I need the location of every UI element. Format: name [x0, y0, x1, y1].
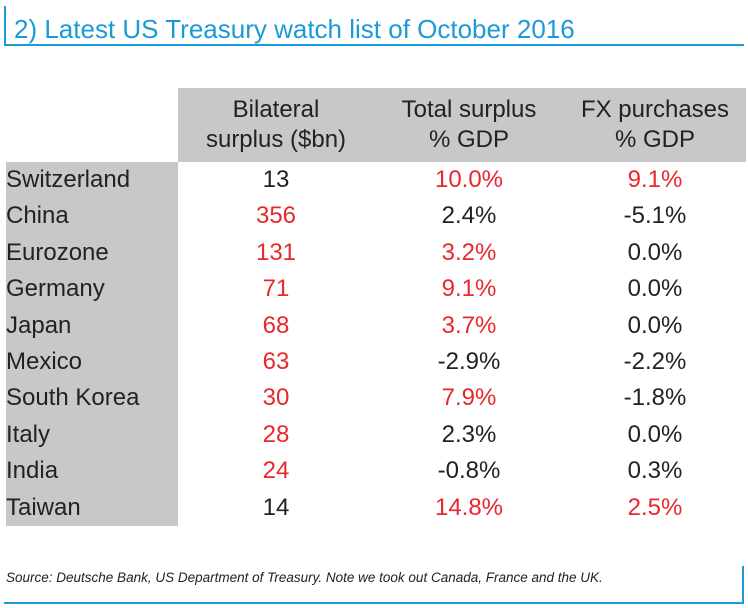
column-header-line: FX purchases	[580, 96, 730, 123]
bilateral-cell: 63	[262, 348, 290, 376]
table-row: Japan 68 3.7% 0.0%	[6, 307, 746, 345]
country-cell: India	[6, 453, 178, 490]
bilateral-cell: 356	[255, 202, 297, 230]
country-cell: Japan	[6, 307, 178, 345]
page-title: 2) Latest US Treasury watch list of Octo…	[14, 14, 575, 44]
column-header-bilateral: Bilateral surplus ($bn)	[178, 88, 374, 162]
column-header-line: Bilateral	[232, 96, 320, 123]
fx-purchases-cell: 0.0%	[627, 311, 683, 339]
column-header-fx-purchases: FX purchases % GDP	[564, 88, 746, 162]
country-cell: Taiwan	[6, 489, 178, 527]
total-surplus-cell: -0.8%	[437, 457, 501, 485]
country-cell: Eurozone	[6, 234, 178, 272]
fx-purchases-cell: 9.1%	[627, 166, 683, 193]
country-cell: Italy	[6, 416, 178, 454]
total-surplus-cell: 10.0%	[434, 166, 504, 193]
table-row: Switzerland 13 10.0% 9.1%	[6, 162, 746, 199]
column-header-total-surplus: Total surplus % GDP	[374, 88, 564, 162]
table-row: Taiwan 14 14.8% 2.5%	[6, 489, 746, 527]
total-surplus-cell: 7.9%	[441, 384, 497, 412]
total-surplus-cell: 2.4%	[441, 202, 497, 230]
table-row: Germany 71 9.1% 0.0%	[6, 271, 746, 308]
fx-purchases-cell: 0.0%	[627, 275, 683, 303]
total-surplus-cell: 2.3%	[441, 420, 497, 448]
fx-purchases-cell: 2.5%	[627, 493, 683, 521]
total-surplus-cell: 3.7%	[441, 311, 497, 339]
title-bar: 2) Latest US Treasury watch list of Octo…	[4, 6, 744, 46]
column-header-line: Total surplus	[401, 96, 537, 123]
fx-purchases-cell: -1.8%	[623, 384, 687, 412]
watch-list-table: Bilateral surplus ($bn) Total surplus % …	[6, 88, 746, 527]
bilateral-cell: 30	[262, 384, 290, 412]
source-footnote-box: Source: Deutsche Bank, US Department of …	[4, 566, 744, 604]
table-body: Switzerland 13 10.0% 9.1% China 356 2.4%…	[6, 162, 746, 527]
country-cell: South Korea	[6, 380, 178, 417]
country-cell: Mexico	[6, 344, 178, 381]
column-header-line: surplus ($bn)	[205, 126, 347, 153]
table-row: Italy 28 2.3% 0.0%	[6, 416, 746, 454]
header-corner	[6, 88, 178, 162]
fx-purchases-cell: -2.2%	[623, 348, 687, 376]
country-cell: China	[6, 198, 178, 235]
total-surplus-cell: 14.8%	[434, 493, 504, 521]
source-footnote: Source: Deutsche Bank, US Department of …	[6, 570, 603, 585]
bilateral-cell: 68	[262, 311, 290, 339]
table-row: China 356 2.4% -5.1%	[6, 198, 746, 235]
header-row: Bilateral surplus ($bn) Total surplus % …	[6, 88, 746, 162]
country-cell: Germany	[6, 271, 178, 308]
fx-purchases-cell: -5.1%	[623, 202, 687, 230]
country-cell: Switzerland	[6, 162, 178, 199]
table-row: Mexico 63 -2.9% -2.2%	[6, 344, 746, 381]
bilateral-cell: 13	[262, 166, 290, 193]
table-row: Eurozone 131 3.2% 0.0%	[6, 234, 746, 272]
fx-purchases-cell: 0.3%	[627, 457, 683, 485]
bilateral-cell: 71	[262, 275, 290, 303]
fx-purchases-cell: 0.0%	[627, 238, 683, 266]
bilateral-cell: 24	[262, 457, 290, 485]
fx-purchases-cell: 0.0%	[627, 420, 683, 448]
bilateral-cell: 131	[255, 238, 297, 266]
total-surplus-cell: 9.1%	[441, 275, 497, 303]
total-surplus-cell: 3.2%	[441, 238, 497, 266]
total-surplus-cell: -2.9%	[437, 348, 501, 376]
watch-list-table-wrap: Bilateral surplus ($bn) Total surplus % …	[6, 88, 746, 527]
column-header-line: % GDP	[428, 126, 509, 153]
table-row: South Korea 30 7.9% -1.8%	[6, 380, 746, 417]
column-header-line: % GDP	[614, 126, 695, 153]
bilateral-cell: 14	[262, 493, 290, 521]
bilateral-cell: 28	[262, 420, 290, 448]
table-row: India 24 -0.8% 0.3%	[6, 453, 746, 490]
